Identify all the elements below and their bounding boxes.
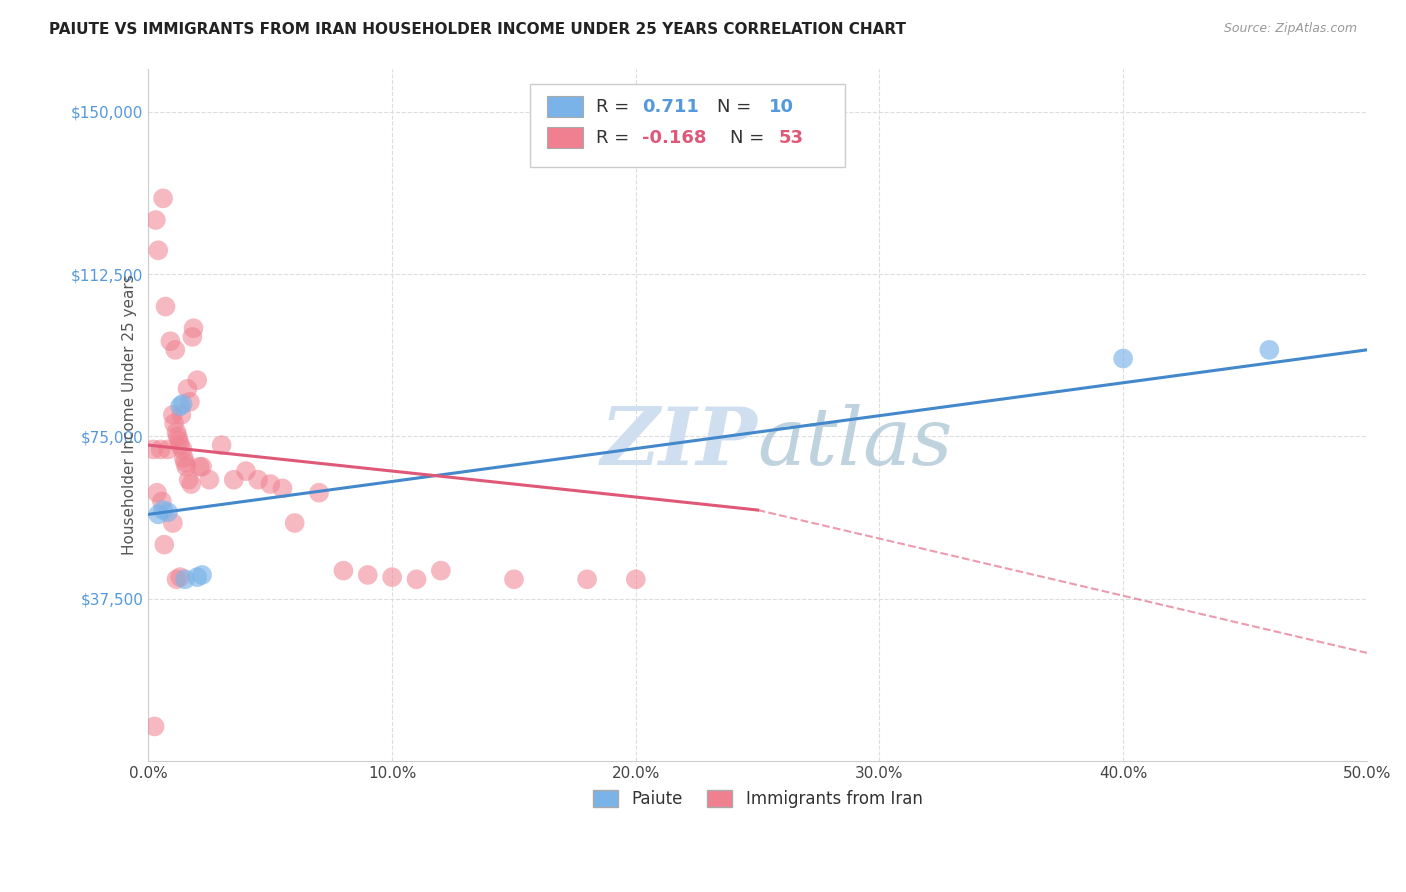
- Point: [153, 538, 176, 552]
- Point: [247, 473, 270, 487]
- Y-axis label: Householder Income Under 25 years: Householder Income Under 25 years: [122, 275, 138, 555]
- Point: [166, 572, 188, 586]
- Point: [152, 503, 174, 517]
- Point: [177, 473, 200, 487]
- Point: [211, 438, 233, 452]
- Point: [405, 572, 427, 586]
- Point: [165, 343, 187, 357]
- Point: [167, 434, 190, 448]
- Point: [169, 438, 191, 452]
- Point: [156, 505, 179, 519]
- Point: [173, 451, 195, 466]
- Text: Source: ZipAtlas.com: Source: ZipAtlas.com: [1223, 22, 1357, 36]
- Text: N =: N =: [717, 97, 758, 116]
- Point: [174, 572, 197, 586]
- Point: [169, 570, 191, 584]
- Point: [179, 394, 201, 409]
- Text: 10: 10: [769, 97, 793, 116]
- Point: [1258, 343, 1281, 357]
- Point: [183, 321, 205, 335]
- Point: [156, 442, 179, 457]
- Point: [162, 516, 184, 530]
- Point: [142, 442, 165, 457]
- Point: [186, 373, 208, 387]
- Text: ZIP: ZIP: [600, 404, 758, 482]
- Point: [174, 459, 197, 474]
- Point: [181, 330, 204, 344]
- Point: [1112, 351, 1135, 366]
- Point: [503, 572, 526, 586]
- Point: [381, 570, 404, 584]
- Text: atlas: atlas: [758, 404, 953, 482]
- Point: [166, 425, 188, 439]
- Point: [576, 572, 599, 586]
- Point: [148, 508, 170, 522]
- FancyBboxPatch shape: [530, 85, 845, 167]
- Point: [186, 570, 208, 584]
- Point: [148, 244, 170, 258]
- Point: [174, 455, 197, 469]
- Point: [172, 397, 194, 411]
- Point: [308, 485, 330, 500]
- Point: [155, 300, 177, 314]
- Point: [332, 564, 354, 578]
- Point: [176, 382, 198, 396]
- Point: [191, 568, 214, 582]
- Point: [198, 473, 221, 487]
- Point: [162, 408, 184, 422]
- Point: [259, 477, 281, 491]
- Point: [169, 399, 191, 413]
- Point: [235, 464, 257, 478]
- Point: [146, 485, 169, 500]
- FancyBboxPatch shape: [547, 128, 583, 148]
- Point: [222, 473, 245, 487]
- Text: N =: N =: [730, 128, 769, 147]
- Point: [170, 408, 193, 422]
- Point: [271, 482, 294, 496]
- Point: [143, 719, 166, 733]
- Text: R =: R =: [596, 97, 634, 116]
- Text: R =: R =: [596, 128, 634, 147]
- Point: [152, 191, 174, 205]
- Point: [357, 568, 380, 582]
- Text: -0.168: -0.168: [643, 128, 706, 147]
- Point: [166, 429, 188, 443]
- Text: PAIUTE VS IMMIGRANTS FROM IRAN HOUSEHOLDER INCOME UNDER 25 YEARS CORRELATION CHA: PAIUTE VS IMMIGRANTS FROM IRAN HOUSEHOLD…: [49, 22, 907, 37]
- Point: [284, 516, 307, 530]
- Point: [163, 417, 186, 431]
- Point: [149, 442, 172, 457]
- Point: [150, 494, 173, 508]
- Point: [172, 442, 194, 457]
- Point: [188, 459, 211, 474]
- Legend: Paiute, Immigrants from Iran: Paiute, Immigrants from Iran: [586, 783, 929, 815]
- Point: [430, 564, 453, 578]
- Text: 53: 53: [779, 128, 803, 147]
- Point: [624, 572, 647, 586]
- Point: [145, 213, 167, 227]
- Point: [191, 459, 214, 474]
- Point: [180, 477, 202, 491]
- FancyBboxPatch shape: [547, 96, 583, 117]
- Text: 0.711: 0.711: [643, 97, 699, 116]
- Point: [159, 334, 181, 349]
